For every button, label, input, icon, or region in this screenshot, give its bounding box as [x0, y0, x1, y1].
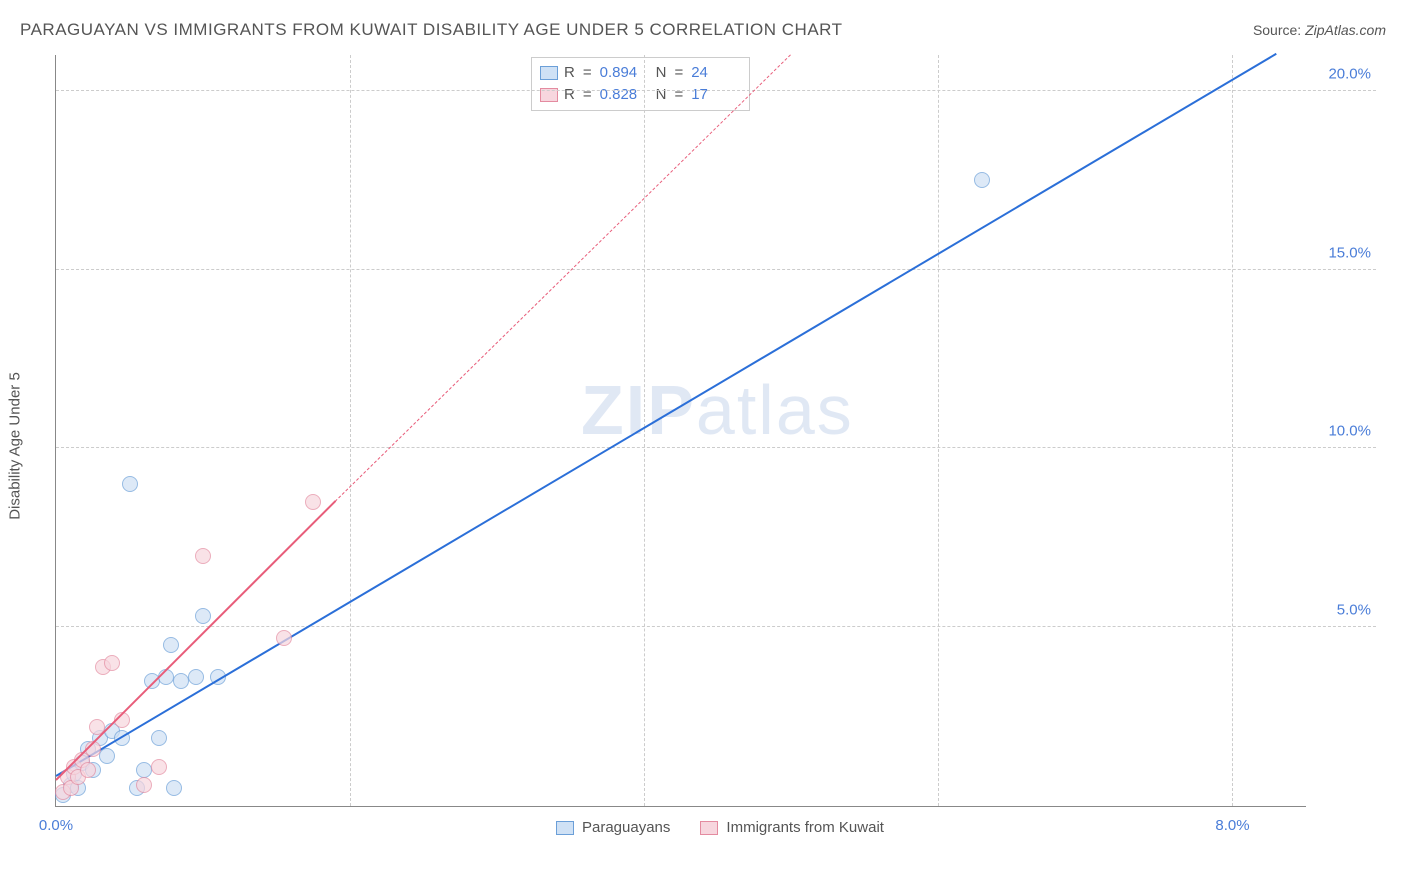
- legend-eq: =: [674, 62, 683, 84]
- chart-area: Disability Age Under 5 ZIPatlas R=0.894N…: [55, 55, 1376, 837]
- gridline: [56, 626, 1376, 627]
- data-point: [158, 669, 174, 685]
- legend-series: Paraguayans Immigrants from Kuwait: [556, 819, 884, 836]
- legend-N-label: N: [656, 62, 667, 84]
- gridline: [56, 447, 1376, 448]
- y-tick-label: 20.0%: [1328, 65, 1371, 82]
- legend-eq: =: [674, 84, 683, 106]
- data-point: [195, 548, 211, 564]
- trendline: [335, 54, 792, 502]
- legend-R-label: R: [564, 84, 575, 106]
- plot-region: ZIPatlas R=0.894N=24R=0.828N=17 Paraguay…: [55, 55, 1306, 807]
- data-point: [80, 762, 96, 778]
- gridline: [56, 269, 1376, 270]
- x-tick-label: 8.0%: [1215, 817, 1249, 834]
- legend-row: R = 0.894 N = 24: [540, 62, 741, 84]
- header: PARAGUAYAN VS IMMIGRANTS FROM KUWAIT DIS…: [20, 20, 1386, 40]
- legend-swatch: [540, 66, 558, 80]
- legend-eq: =: [583, 84, 592, 106]
- data-point: [166, 780, 182, 796]
- data-point: [151, 730, 167, 746]
- y-tick-label: 5.0%: [1337, 602, 1371, 619]
- vgridline: [1232, 55, 1233, 806]
- data-point: [136, 777, 152, 793]
- data-point: [974, 172, 990, 188]
- legend-swatch: [700, 821, 718, 835]
- data-point: [144, 673, 160, 689]
- y-tick-label: 10.0%: [1328, 423, 1371, 440]
- legend-series-item: Paraguayans: [556, 819, 670, 836]
- legend-correlation: R = 0.894 N = 24 R = 0.828 N = 17: [531, 57, 750, 111]
- chart-title: PARAGUAYAN VS IMMIGRANTS FROM KUWAIT DIS…: [20, 20, 843, 40]
- y-axis-label: Disability Age Under 5: [7, 372, 24, 520]
- legend-R-value: 0.828: [600, 84, 650, 106]
- data-point: [305, 494, 321, 510]
- data-point: [104, 655, 120, 671]
- legend-R-label: R: [564, 62, 575, 84]
- data-point: [99, 748, 115, 764]
- y-tick-label: 15.0%: [1328, 244, 1371, 261]
- legend-N-value: 17: [691, 84, 741, 106]
- vgridline: [350, 55, 351, 806]
- legend-series-label: Immigrants from Kuwait: [726, 819, 884, 836]
- source: Source: ZipAtlas.com: [1253, 22, 1386, 38]
- vgridline: [644, 55, 645, 806]
- source-value: ZipAtlas.com: [1305, 22, 1386, 38]
- data-point: [151, 759, 167, 775]
- legend-N-value: 24: [691, 62, 741, 84]
- legend-series-item: Immigrants from Kuwait: [700, 819, 884, 836]
- data-point: [195, 608, 211, 624]
- trendline: [55, 500, 336, 780]
- legend-eq: =: [583, 62, 592, 84]
- legend-row: R = 0.828 N = 17: [540, 84, 741, 106]
- data-point: [122, 476, 138, 492]
- vgridline: [938, 55, 939, 806]
- legend-swatch: [556, 821, 574, 835]
- source-label: Source:: [1253, 22, 1301, 38]
- gridline: [56, 90, 1376, 91]
- legend-N-label: N: [656, 84, 667, 106]
- data-point: [173, 673, 189, 689]
- watermark-zip: ZIP: [581, 371, 696, 449]
- trendline: [55, 53, 1277, 777]
- data-point: [276, 630, 292, 646]
- x-tick-label: 0.0%: [39, 817, 73, 834]
- legend-R-value: 0.894: [600, 62, 650, 84]
- data-point: [188, 669, 204, 685]
- legend-series-label: Paraguayans: [582, 819, 670, 836]
- data-point: [163, 637, 179, 653]
